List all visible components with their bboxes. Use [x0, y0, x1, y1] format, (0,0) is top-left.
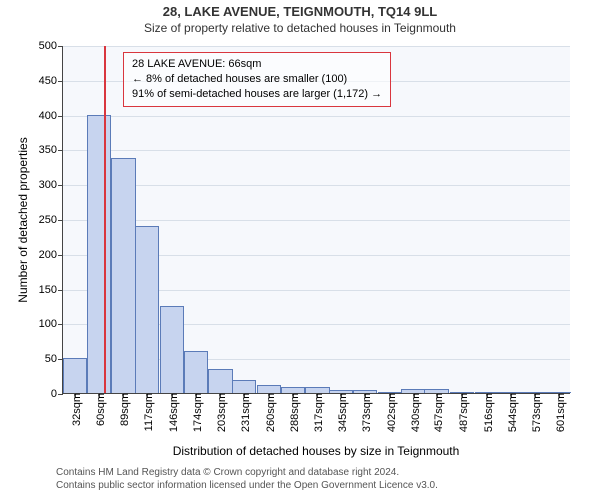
histogram-bar: [160, 306, 184, 393]
ytick-label: 200: [39, 249, 63, 261]
histogram-bar: [111, 158, 135, 393]
ytick-label: 500: [39, 40, 63, 52]
xtick-label: 430sqm: [406, 393, 422, 432]
property-marker-line: [104, 46, 106, 393]
page-subtitle: Size of property relative to detached ho…: [0, 19, 600, 35]
xtick-label: 117sqm: [139, 393, 155, 431]
histogram-bar: [257, 385, 281, 393]
ytick-label: 150: [39, 284, 63, 296]
ytick-label: 0: [51, 388, 63, 400]
histogram-bar: [63, 358, 87, 393]
gridline: [63, 150, 570, 151]
xtick-label: 544sqm: [503, 393, 519, 432]
ytick-label: 350: [39, 144, 63, 156]
annotation-box: 28 LAKE AVENUE: 66sqm← 8% of detached ho…: [123, 52, 391, 107]
xtick-label: 345sqm: [333, 393, 349, 432]
page-title: 28, LAKE AVENUE, TEIGNMOUTH, TQ14 9LL: [0, 0, 600, 19]
xtick-label: 146sqm: [164, 393, 180, 432]
histogram-bar: [184, 351, 208, 393]
xtick-label: 373sqm: [357, 393, 373, 432]
x-axis-label: Distribution of detached houses by size …: [173, 444, 460, 458]
xtick-label: 402sqm: [382, 393, 398, 432]
xtick-label: 89sqm: [115, 393, 131, 426]
ytick-label: 250: [39, 214, 63, 226]
gridline: [63, 185, 570, 186]
ytick-label: 100: [39, 318, 63, 330]
annotation-line: ← 8% of detached houses are smaller (100…: [132, 72, 382, 87]
xtick-label: 174sqm: [188, 393, 204, 432]
gridline: [63, 116, 570, 117]
y-axis-label: Number of detached properties: [16, 137, 30, 302]
ytick-label: 450: [39, 75, 63, 87]
xtick-label: 203sqm: [212, 393, 228, 432]
histogram-bar: [135, 226, 159, 393]
footer-attribution: Contains HM Land Registry data © Crown c…: [56, 466, 438, 492]
xtick-label: 288sqm: [285, 393, 301, 432]
ytick-label: 300: [39, 179, 63, 191]
annotation-line: 91% of semi-detached houses are larger (…: [132, 87, 382, 102]
footer-line-2: Contains public sector information licen…: [56, 479, 438, 492]
ytick-label: 400: [39, 110, 63, 122]
xtick-label: 260sqm: [261, 393, 277, 432]
xtick-label: 60sqm: [91, 393, 107, 426]
gridline: [63, 46, 570, 47]
xtick-label: 231sqm: [236, 393, 252, 432]
annotation-line: 28 LAKE AVENUE: 66sqm: [132, 57, 382, 72]
ytick-label: 50: [45, 353, 63, 365]
histogram-bar: [87, 115, 111, 393]
histogram-bar: [232, 380, 256, 393]
xtick-label: 601sqm: [551, 393, 567, 432]
gridline: [63, 220, 570, 221]
xtick-label: 487sqm: [454, 393, 470, 432]
xtick-label: 573sqm: [527, 393, 543, 432]
xtick-label: 317sqm: [309, 393, 325, 432]
histogram-bar: [208, 369, 232, 393]
footer-line-1: Contains HM Land Registry data © Crown c…: [56, 466, 438, 479]
xtick-label: 32sqm: [67, 393, 83, 426]
xtick-label: 457sqm: [429, 393, 445, 432]
xtick-label: 516sqm: [479, 393, 495, 432]
histogram-plot: 05010015020025030035040045050032sqm60sqm…: [62, 46, 570, 394]
